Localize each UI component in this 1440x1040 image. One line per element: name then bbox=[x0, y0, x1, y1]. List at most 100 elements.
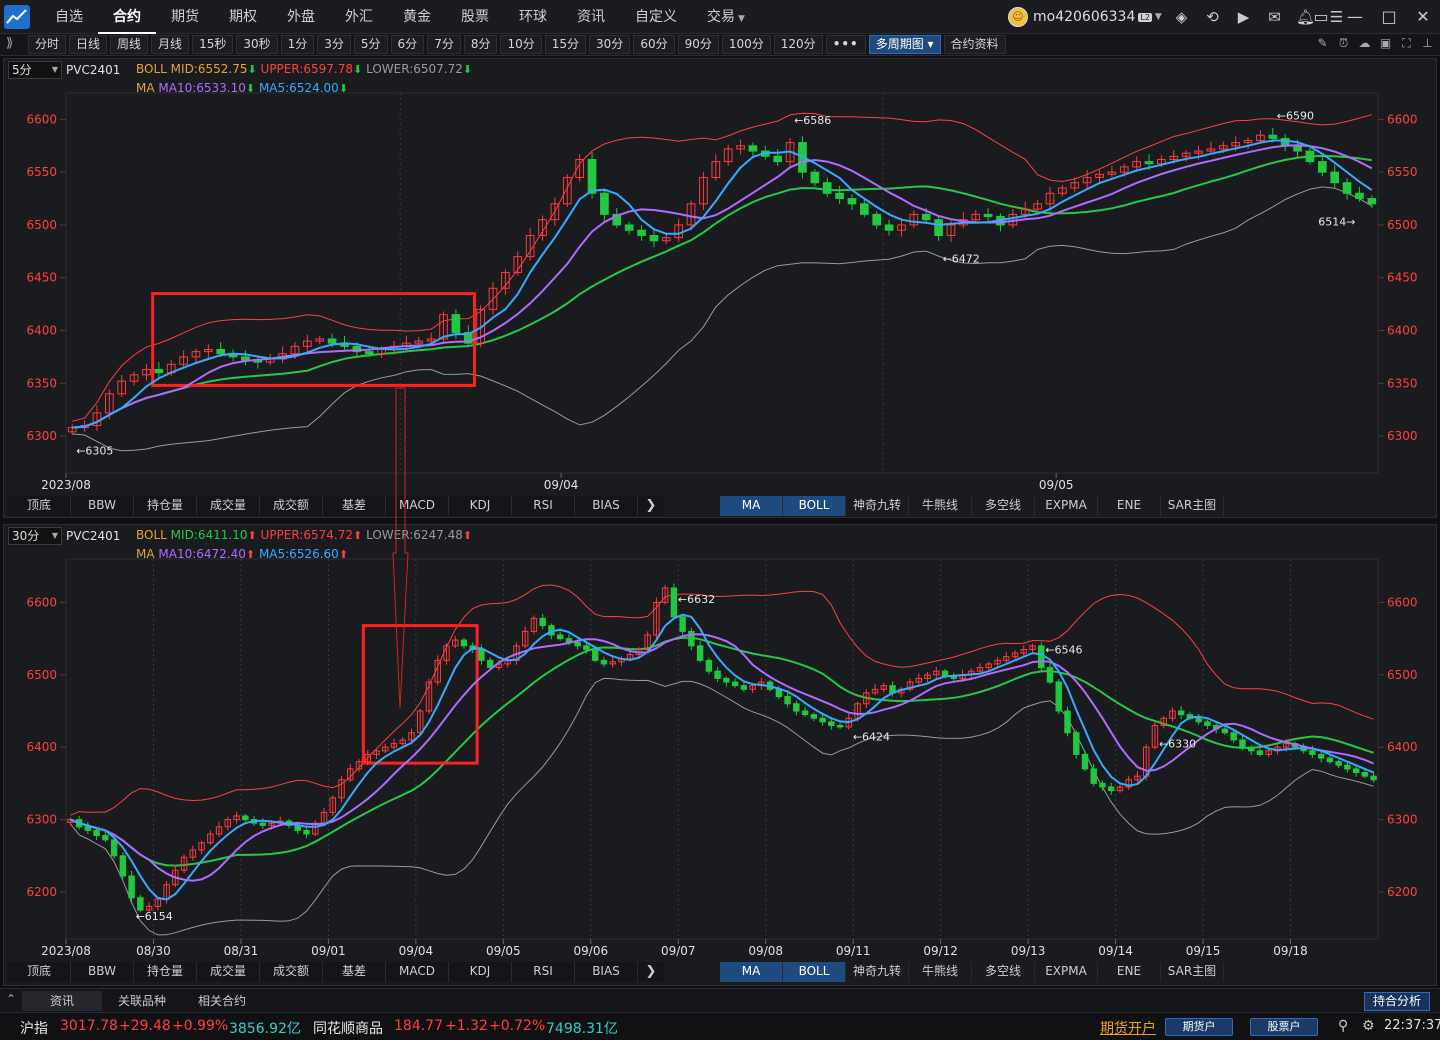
pin-icon[interactable]: ⊥ bbox=[1422, 36, 1433, 50]
period-button-6[interactable]: 1分 bbox=[280, 35, 315, 54]
search-icon[interactable]: ⚲ bbox=[1338, 1018, 1349, 1034]
minimize-icon[interactable]: — bbox=[1347, 7, 1363, 26]
pen-icon[interactable]: ✎ bbox=[1317, 36, 1328, 50]
overlay-tab-5[interactable]: EXPMA bbox=[1035, 496, 1098, 516]
menu-item-10[interactable]: 自定义 bbox=[620, 0, 692, 34]
chart-panel-30min[interactable]: 6200 6200 6300 6300 6400 6400 6500 6500 6600 6600… bbox=[3, 524, 1437, 986]
menu-item-2[interactable]: 期货 bbox=[156, 0, 214, 34]
indicator-tab-9[interactable]: BIAS bbox=[575, 962, 638, 982]
period-button-15[interactable]: 60分 bbox=[633, 35, 675, 54]
menu-item-8[interactable]: 环球 bbox=[504, 0, 562, 34]
list-icon[interactable]: ☰ bbox=[1329, 8, 1344, 26]
period-button-21[interactable]: 合约资料 bbox=[943, 35, 1006, 54]
menu-item-6[interactable]: 黄金 bbox=[388, 0, 446, 34]
username[interactable]: mo420606334 bbox=[1033, 9, 1136, 25]
menu-item-5[interactable]: 外汇 bbox=[330, 0, 388, 34]
tab-news[interactable]: 资讯 bbox=[22, 991, 102, 1011]
expand-sidebar-icon[interactable]: ⟫ bbox=[6, 36, 14, 51]
futures-open-link[interactable]: 期货开户 bbox=[1100, 1021, 1156, 1037]
period-button-11[interactable]: 8分 bbox=[463, 35, 498, 54]
indicator-tab-7[interactable]: KDJ bbox=[449, 962, 512, 982]
indicator-tab-2[interactable]: 持仓量 bbox=[134, 496, 197, 516]
indicator-tab-1[interactable]: BBW bbox=[71, 962, 134, 982]
kline-chart-30min[interactable]: 6200 6200 6300 6300 6400 6400 6500 6500 6600 6600… bbox=[4, 525, 1438, 965]
close-icon[interactable]: ✕ bbox=[1416, 7, 1430, 26]
period-select[interactable]: 5分 ▼ bbox=[8, 61, 62, 79]
refresh-icon[interactable]: ⟲ bbox=[1206, 8, 1219, 26]
period-button-0[interactable]: 分时 bbox=[28, 35, 67, 54]
indicator-tab-1[interactable]: BBW bbox=[71, 496, 134, 516]
period-button-4[interactable]: 15秒 bbox=[192, 35, 234, 54]
overlay-tab-5[interactable]: EXPMA bbox=[1035, 962, 1098, 982]
overlay-tab-7[interactable]: SAR主图 bbox=[1161, 496, 1224, 516]
period-button-13[interactable]: 15分 bbox=[544, 35, 587, 54]
period-button-20[interactable]: 多周期图 ▾ bbox=[868, 35, 941, 54]
video-icon[interactable]: ▶ bbox=[1237, 8, 1250, 26]
avatar[interactable]: ☺ bbox=[1008, 7, 1028, 27]
camera-icon[interactable]: ▣ bbox=[1379, 36, 1392, 50]
tab-related-varieties[interactable]: 关联品种 bbox=[117, 994, 166, 1008]
menu-item-4[interactable]: 外盘 bbox=[272, 0, 330, 34]
maximize-icon[interactable]: □ bbox=[1381, 7, 1397, 26]
index-name[interactable]: 沪指 bbox=[20, 1021, 48, 1037]
period-button-2[interactable]: 周线 bbox=[110, 35, 149, 54]
layers-icon[interactable]: ◈ bbox=[1175, 8, 1188, 26]
fullscreen-icon[interactable]: ⛶ bbox=[1402, 36, 1411, 50]
indicator-tab-4[interactable]: 成交额 bbox=[260, 962, 323, 982]
alarm-icon[interactable]: ⏰︎ bbox=[1338, 36, 1349, 50]
menu-item-11[interactable]: 交易 ▼ bbox=[692, 0, 760, 34]
index-name[interactable]: 同花顺商品 bbox=[313, 1021, 383, 1037]
indicator-tab-7[interactable]: KDJ bbox=[449, 496, 512, 516]
cloud-icon[interactable]: ☁ bbox=[1358, 36, 1371, 50]
period-button-19[interactable]: ••• bbox=[825, 35, 866, 54]
settings-icon[interactable]: ⚙ bbox=[1362, 1018, 1375, 1034]
overlay-tab-1[interactable]: BOLL bbox=[783, 962, 846, 982]
overlay-tab-3[interactable]: 牛熊线 bbox=[909, 962, 972, 982]
period-button-3[interactable]: 月线 bbox=[151, 35, 190, 54]
stock-account-button[interactable]: 股票户 bbox=[1250, 1018, 1318, 1036]
overlay-tab-7[interactable]: SAR主图 bbox=[1161, 962, 1224, 982]
overlay-tab-6[interactable]: ENE bbox=[1098, 962, 1161, 982]
indicator-tab-8[interactable]: RSI bbox=[512, 962, 575, 982]
indicator-tab-9[interactable]: BIAS bbox=[575, 496, 638, 516]
overlay-tab-3[interactable]: 牛熊线 bbox=[909, 496, 972, 516]
overlay-tab-2[interactable]: 神奇九转 bbox=[846, 496, 909, 516]
indicator-tab-5[interactable]: 基差 bbox=[323, 962, 386, 982]
period-button-17[interactable]: 100分 bbox=[721, 35, 771, 54]
skin-icon[interactable]: ▭ bbox=[1313, 7, 1329, 26]
user-account[interactable]: ☺ mo420606334 L2 ▼ bbox=[1008, 7, 1162, 27]
period-button-7[interactable]: 3分 bbox=[317, 35, 351, 54]
indicator-tab-6[interactable]: MACD bbox=[386, 962, 449, 982]
menu-item-1[interactable]: 合约 bbox=[98, 0, 156, 34]
indicator-tab-2[interactable]: 持仓量 bbox=[134, 962, 197, 982]
overlay-tab-0[interactable]: MA bbox=[720, 496, 783, 516]
period-button-10[interactable]: 7分 bbox=[427, 35, 461, 54]
period-button-14[interactable]: 30分 bbox=[589, 35, 631, 54]
indicator-tab-6[interactable]: MACD bbox=[386, 496, 449, 516]
indicator-tab-3[interactable]: 成交量 bbox=[197, 496, 260, 516]
overlay-tab-4[interactable]: 多空线 bbox=[972, 962, 1035, 982]
chart-panel-5min[interactable]: 6300 6300 6350 6350 6400 6400 6450 6450 6500 6500… bbox=[3, 58, 1437, 518]
chevron-right-icon[interactable]: ❯ bbox=[645, 964, 657, 979]
overlay-tab-0[interactable]: MA bbox=[720, 962, 783, 982]
overlay-tab-4[interactable]: 多空线 bbox=[972, 496, 1035, 516]
futures-account-button[interactable]: 期货户 bbox=[1165, 1018, 1233, 1036]
kline-chart-5min[interactable]: 6300 6300 6350 6350 6400 6400 6450 6450 6500 6500… bbox=[4, 59, 1438, 499]
period-button-1[interactable]: 日线 bbox=[69, 35, 108, 54]
period-button-18[interactable]: 120分 bbox=[773, 35, 823, 54]
app-logo-icon[interactable] bbox=[4, 5, 30, 29]
indicator-tab-0[interactable]: 顶底 bbox=[8, 962, 71, 982]
period-button-5[interactable]: 30秒 bbox=[236, 35, 278, 54]
chevron-right-icon[interactable]: ❯ bbox=[645, 498, 657, 513]
menu-item-7[interactable]: 股票 bbox=[446, 0, 504, 34]
collapse-icon[interactable]: ⌃ bbox=[6, 992, 17, 1006]
menu-item-3[interactable]: 期权 bbox=[214, 0, 272, 34]
bell-icon[interactable]: 🔔︎ bbox=[1295, 8, 1316, 26]
period-button-16[interactable]: 90分 bbox=[677, 35, 719, 54]
chevron-down-icon[interactable]: ▼ bbox=[1154, 12, 1162, 22]
menu-item-9[interactable]: 资讯 bbox=[562, 0, 620, 34]
indicator-tab-8[interactable]: RSI bbox=[512, 496, 575, 516]
overlay-tab-2[interactable]: 神奇九转 bbox=[846, 962, 909, 982]
indicator-tab-0[interactable]: 顶底 bbox=[8, 496, 71, 516]
hold-analysis-button[interactable]: 持合分析 bbox=[1364, 992, 1431, 1011]
